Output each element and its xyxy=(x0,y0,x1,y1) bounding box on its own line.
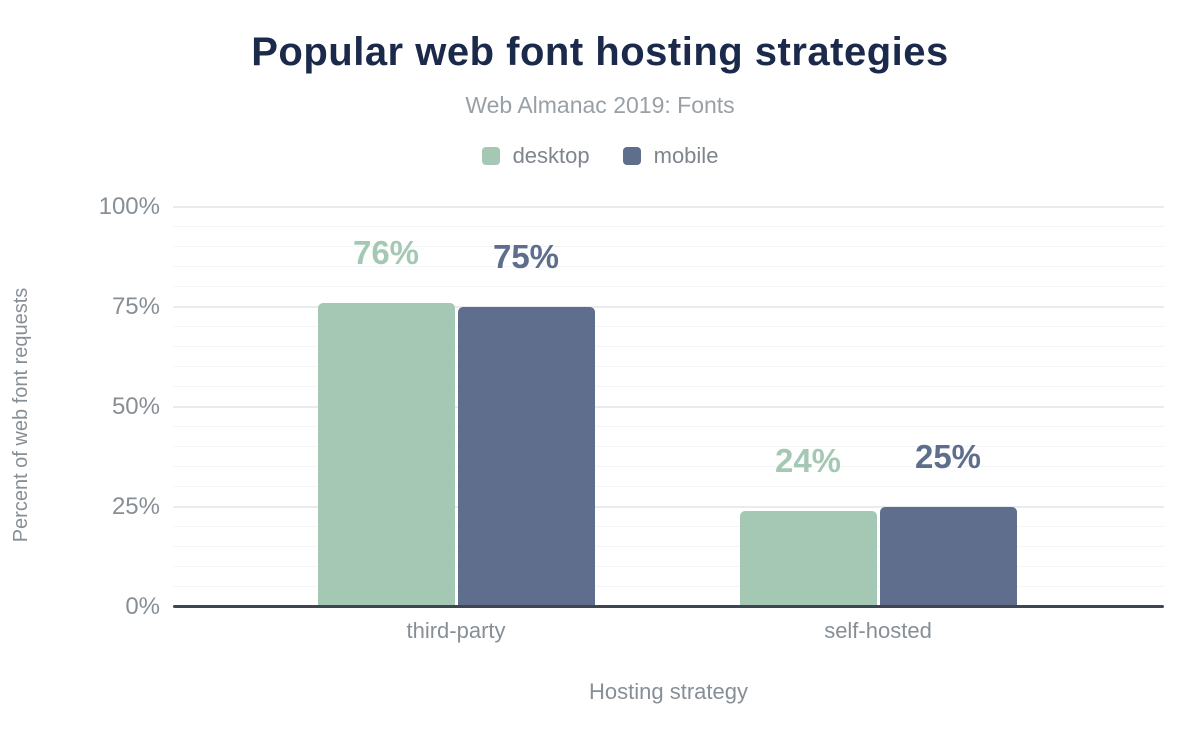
gridline-minor xyxy=(173,266,1164,267)
gridline-minor xyxy=(173,246,1164,247)
gridline-major xyxy=(173,206,1164,208)
gridline-minor xyxy=(173,366,1164,367)
legend-swatch-desktop xyxy=(481,147,500,165)
legend-item-desktop: desktop xyxy=(481,143,590,169)
gridline-minor xyxy=(173,566,1164,567)
gridline-minor xyxy=(173,226,1164,227)
gridline-minor xyxy=(173,526,1164,527)
gridline-minor xyxy=(173,386,1164,387)
legend-label-mobile: mobile xyxy=(653,143,719,168)
x-axis-baseline xyxy=(173,605,1164,608)
gridline-minor xyxy=(173,546,1164,547)
y-tick-label: 75% xyxy=(111,293,160,320)
value-label-desktop-self-hosted: 24% xyxy=(774,442,842,479)
gridline-major xyxy=(173,406,1164,408)
y-tick-label: 50% xyxy=(111,393,160,420)
gridline-major xyxy=(173,306,1164,308)
gridline-minor xyxy=(173,346,1164,347)
y-tick-label: 0% xyxy=(125,593,160,620)
bar-mobile-third-party xyxy=(457,307,595,607)
x-category-label-third-party: third-party xyxy=(406,618,506,643)
y-tick-label: 100% xyxy=(98,193,160,220)
legend: desktop mobile xyxy=(0,143,1200,169)
y-axis-title: Percent of web font requests xyxy=(10,287,32,543)
chart-title: Popular web font hosting strategies xyxy=(251,30,949,74)
gridline-minor xyxy=(173,486,1164,487)
chart-subtitle: Web Almanac 2019: Fonts xyxy=(465,92,735,118)
legend-swatch-mobile xyxy=(622,147,641,165)
gridline-minor xyxy=(173,326,1164,327)
bar-desktop-self-hosted xyxy=(739,511,877,607)
bar-mobile-self-hosted xyxy=(879,507,1017,607)
y-tick-label: 25% xyxy=(111,493,160,520)
value-label-mobile-third-party: 75% xyxy=(492,238,560,275)
value-label-desktop-third-party: 76% xyxy=(352,234,420,271)
gridline-minor xyxy=(173,286,1164,287)
value-label-mobile-self-hosted: 25% xyxy=(914,438,982,475)
gridline-minor xyxy=(173,446,1164,447)
gridline-minor xyxy=(173,466,1164,467)
x-axis-title: Hosting strategy xyxy=(589,679,748,704)
x-category-label-self-hosted: self-hosted xyxy=(824,618,932,643)
gridline-major xyxy=(173,506,1164,508)
gridline-minor xyxy=(173,426,1164,427)
gridline-minor xyxy=(173,586,1164,587)
legend-item-mobile: mobile xyxy=(622,143,719,169)
bar-desktop-third-party xyxy=(317,303,455,607)
plot-area: 76% 75% 24% 25% xyxy=(173,206,1164,608)
legend-label-desktop: desktop xyxy=(512,143,590,168)
